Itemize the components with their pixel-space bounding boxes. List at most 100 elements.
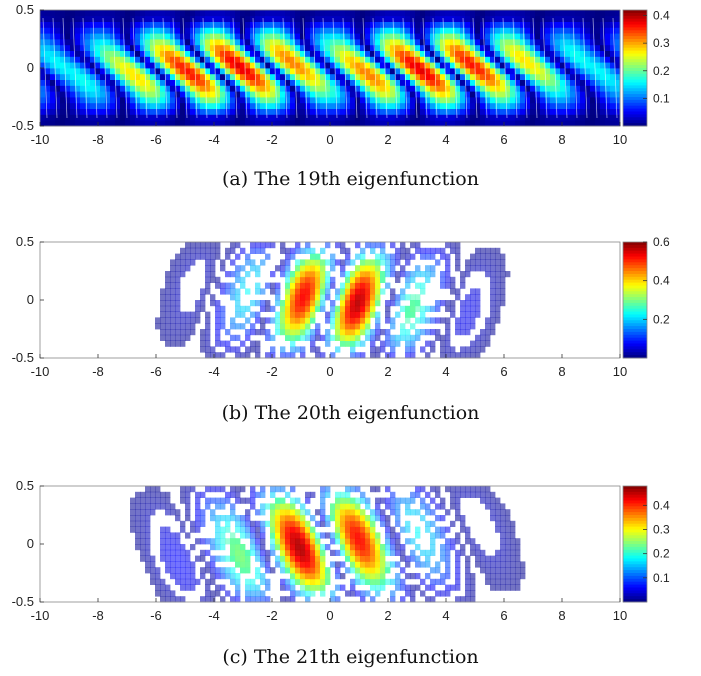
colorbar-band [623, 300, 647, 304]
contour-line [262, 17, 268, 119]
colorbar-tick-label: 0.1 [653, 91, 670, 105]
contour-plot-c: -10 -8 -6 -4 -2 0 2 4 6 8 10 0.5 0 -0.5 0.4 0.3 0.2 0.1 [12, 478, 670, 623]
contour-line [62, 17, 68, 119]
x-tick-label: 10 [613, 608, 627, 623]
x-tick-label: -6 [150, 608, 162, 623]
colorbar-band [623, 575, 647, 580]
x-tick-label: 0 [326, 364, 333, 379]
colorbar-band [623, 265, 647, 269]
contour-line [572, 17, 578, 119]
colorbar-band [623, 76, 647, 80]
colorbar-band [623, 544, 647, 548]
contour-line [122, 17, 128, 119]
colorbar-band [623, 314, 647, 318]
x-tick-label: 6 [500, 364, 507, 379]
colorbar-band [623, 552, 647, 556]
colorbar-band [623, 294, 647, 298]
colorbar-band [623, 271, 647, 275]
colorbar-band [623, 590, 647, 594]
colorbar-band [623, 587, 647, 591]
colorbar-band [623, 242, 647, 246]
contour-line [392, 17, 398, 119]
colorbar-tick-label: 0.2 [653, 312, 670, 326]
colorbar-band [623, 308, 647, 312]
colorbar-band [623, 305, 647, 310]
colorbar-band [623, 546, 647, 551]
y-tick-label: 0 [27, 536, 34, 551]
colorbar-band [623, 262, 647, 266]
colorbar-band [623, 331, 647, 336]
colorbar-band [623, 529, 647, 533]
colorbar-band [623, 555, 647, 559]
colorbar-band [623, 50, 647, 54]
colorbar-band [623, 573, 647, 577]
contour-line [112, 17, 118, 119]
colorbar-band [623, 62, 647, 66]
colorbar-band [623, 73, 647, 78]
colorbar-band [623, 282, 647, 286]
colorbar-band [623, 111, 647, 115]
contour-line [252, 17, 258, 119]
colorbar-tick-label: 0.2 [653, 64, 670, 78]
colorbar-band [623, 526, 647, 530]
contour-line [172, 17, 178, 119]
colorbar-band [623, 320, 647, 324]
colorbar-band [623, 523, 647, 527]
contour-line [492, 17, 498, 119]
x-tick-label: 6 [500, 608, 507, 623]
colorbar-tick-label: 0.3 [653, 523, 670, 537]
colorbar-band [623, 343, 647, 347]
colorbar-band [623, 21, 647, 25]
contour-line [152, 17, 158, 119]
colorbar-band [623, 567, 647, 571]
colorbar-band [623, 253, 647, 257]
colorbar-band [623, 105, 647, 109]
colorbar-band [623, 123, 647, 127]
colorbar-band [623, 561, 647, 565]
contour-line [102, 17, 108, 119]
x-tick-label: 0 [326, 608, 333, 623]
colorbar-band [623, 558, 647, 562]
x-tick-label: -2 [266, 364, 278, 379]
colorbar-band [623, 94, 647, 98]
x-tick-label: -8 [92, 132, 104, 147]
x-tick-label: 2 [384, 608, 391, 623]
colorbar-band [623, 355, 647, 359]
colorbar-band [623, 503, 647, 507]
y-tick-label: -0.5 [12, 350, 34, 365]
contour-line [522, 17, 528, 119]
contour-line [532, 17, 538, 119]
x-tick-label: -8 [92, 364, 104, 379]
y-tick-label: 0.5 [16, 2, 34, 17]
colorbar-band [623, 15, 647, 20]
colorbar-band [623, 352, 647, 356]
colorbar-frame [622, 485, 648, 603]
colorbar-band [623, 323, 647, 327]
contour-line [312, 17, 318, 119]
contour-line [52, 17, 58, 119]
colorbar-frame [622, 241, 648, 359]
colorbar-band [623, 47, 647, 51]
colorbar-band [623, 337, 647, 341]
contour-line [422, 17, 428, 119]
colorbar-band [623, 517, 647, 522]
caption-b: (b) The 20th eigenfunction [221, 402, 480, 424]
contour-line [592, 17, 598, 119]
colorbar-band [623, 311, 647, 315]
colorbar-band [623, 33, 647, 37]
colorbar-band [623, 99, 647, 104]
colorbar-band [623, 291, 647, 295]
colorbar-tick-label: 0.4 [653, 498, 670, 512]
colorbar-band [623, 297, 647, 301]
contour-line [222, 17, 228, 119]
contour-line [342, 17, 348, 119]
contour-line [92, 17, 98, 119]
x-tick-label: -6 [150, 132, 162, 147]
colorbar-band [623, 59, 647, 63]
y-tick-label: 0 [27, 60, 34, 75]
colorbar-band [623, 349, 647, 353]
colorbar-band [623, 117, 647, 121]
y-tick-label: 0 [27, 292, 34, 307]
colorbar-tick-label: 0.1 [653, 571, 670, 585]
colorbar-band [623, 285, 647, 289]
